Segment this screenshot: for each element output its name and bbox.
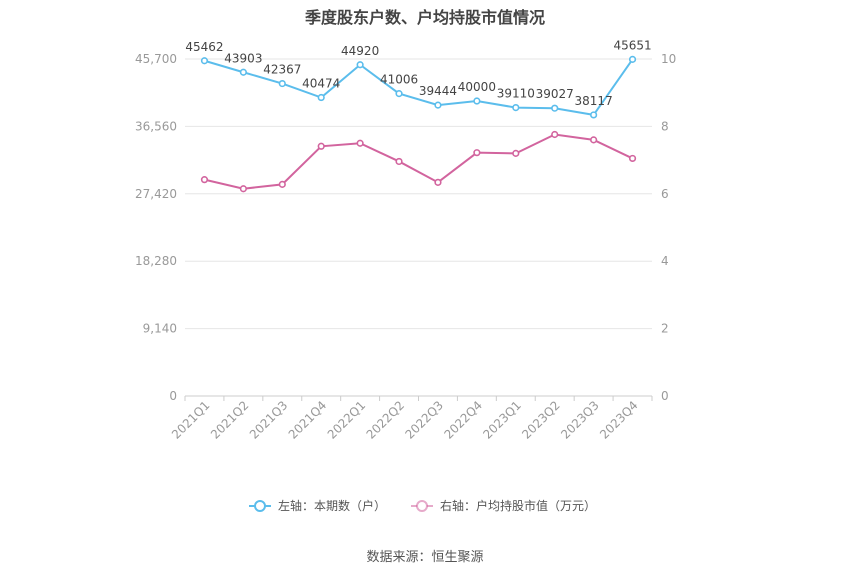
- x-tick-label: 2023Q1: [480, 398, 524, 442]
- series-1-point: [434, 101, 442, 109]
- chart-title: 季度股东户数、户均持股市值情况: [304, 8, 545, 27]
- series-1-point: [628, 55, 637, 63]
- y-right-tick-label: 2: [661, 322, 669, 336]
- series-2-point: [590, 136, 598, 144]
- x-tick-label: 2023Q4: [597, 398, 641, 442]
- legend-label: 左轴：本期数（户）: [278, 498, 386, 513]
- data-label: 44920: [341, 44, 379, 58]
- data-label: 39110: [497, 87, 535, 101]
- series-2-point: [434, 178, 442, 186]
- series-1-point: [356, 61, 364, 69]
- series-1-point: [512, 103, 520, 112]
- series-1-point: [200, 57, 209, 65]
- data-label: 45651: [613, 38, 651, 52]
- x-tick-label: 2022Q1: [325, 398, 369, 442]
- data-source: 数据来源：恒生聚源: [366, 550, 484, 565]
- data-label: 42367: [263, 63, 301, 77]
- series-line-1: [204, 58, 634, 117]
- series-2-point: [473, 149, 481, 157]
- legend-swatch-marker: [416, 500, 428, 512]
- series-2-point: [551, 130, 559, 139]
- y-left-tick-label: 18,280: [135, 254, 177, 268]
- data-label: 39444: [419, 84, 457, 98]
- y-right-tick-label: 8: [661, 119, 669, 133]
- y-left-tick-label: 36,560: [135, 119, 177, 133]
- legend-swatch-marker: [254, 500, 266, 512]
- series-1-point: [317, 93, 325, 102]
- data-label: 41006: [380, 73, 418, 87]
- series-2-point: [239, 185, 247, 193]
- x-tick-label: 2021Q4: [286, 398, 330, 442]
- x-tick-label: 2023Q2: [519, 398, 563, 442]
- series-1-point: [395, 90, 403, 98]
- x-tick-label: 2022Q2: [364, 398, 408, 442]
- x-tick-label: 2021Q2: [208, 398, 252, 442]
- series-2-point: [512, 149, 520, 157]
- data-label: 43903: [224, 51, 262, 65]
- series-line-2: [204, 133, 633, 190]
- y-left-tick-label: 45,700: [135, 52, 177, 66]
- series-2-point: [356, 139, 364, 147]
- y-right-tick-label: 4: [661, 254, 669, 268]
- data-label: 40474: [302, 77, 340, 91]
- series-1-point: [278, 79, 286, 88]
- x-tick-label: 2021Q1: [169, 398, 213, 442]
- series-2-point: [317, 142, 325, 150]
- series-2-point: [628, 154, 637, 163]
- legend-label: 右轴：户均持股市值（万元）: [440, 498, 596, 513]
- series-2-point: [395, 157, 403, 166]
- x-tick-label: 2022Q4: [441, 398, 485, 442]
- y-left-tick-label: 27,420: [135, 187, 177, 201]
- y-left-tick-label: 0: [169, 389, 177, 403]
- series-1-point: [239, 68, 247, 76]
- y-right-tick-label: 10: [661, 52, 676, 66]
- y-right-tick-label: 6: [661, 187, 669, 201]
- x-tick-label: 2021Q3: [247, 398, 291, 442]
- x-tick-label: 2022Q3: [403, 398, 447, 442]
- data-label: 45462: [185, 40, 223, 54]
- series-1-point: [473, 97, 481, 105]
- x-tick-label: 2023Q3: [558, 398, 602, 442]
- series-1-point: [590, 111, 598, 119]
- y-left-tick-label: 9,140: [143, 322, 177, 336]
- data-label: 39027: [536, 87, 574, 101]
- series-2-point: [278, 180, 286, 188]
- y-right-tick-label: 0: [661, 389, 669, 403]
- series-2-point: [200, 176, 209, 184]
- series-1-point: [551, 104, 559, 112]
- data-label: 40000: [458, 80, 496, 94]
- data-label: 38117: [575, 94, 613, 108]
